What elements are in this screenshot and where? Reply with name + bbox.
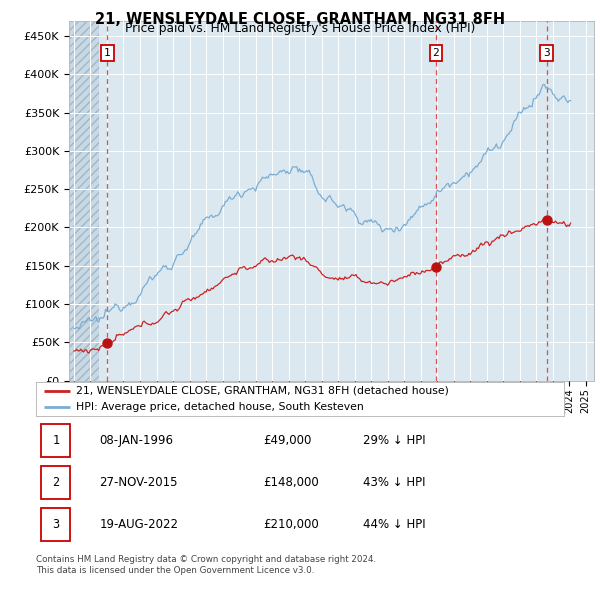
Text: Contains HM Land Registry data © Crown copyright and database right 2024.: Contains HM Land Registry data © Crown c… [36,555,376,563]
Text: 1: 1 [52,434,59,447]
Text: 19-AUG-2022: 19-AUG-2022 [100,517,178,530]
Text: 1: 1 [104,48,111,58]
Text: 21, WENSLEYDALE CLOSE, GRANTHAM, NG31 8FH (detached house): 21, WENSLEYDALE CLOSE, GRANTHAM, NG31 8F… [76,386,448,396]
Text: 2: 2 [52,476,59,489]
Text: 44% ↓ HPI: 44% ↓ HPI [364,517,426,530]
FancyBboxPatch shape [41,507,70,540]
Text: £148,000: £148,000 [263,476,319,489]
Text: 43% ↓ HPI: 43% ↓ HPI [364,476,426,489]
Text: 3: 3 [543,48,550,58]
Text: 08-JAN-1996: 08-JAN-1996 [100,434,173,447]
Text: 27-NOV-2015: 27-NOV-2015 [100,476,178,489]
Text: £210,000: £210,000 [263,517,319,530]
Text: 29% ↓ HPI: 29% ↓ HPI [364,434,426,447]
Text: Price paid vs. HM Land Registry's House Price Index (HPI): Price paid vs. HM Land Registry's House … [125,22,475,35]
Text: HPI: Average price, detached house, South Kesteven: HPI: Average price, detached house, Sout… [76,402,364,412]
FancyBboxPatch shape [41,466,70,499]
Text: £49,000: £49,000 [263,434,311,447]
Text: 2: 2 [433,48,439,58]
Text: This data is licensed under the Open Government Licence v3.0.: This data is licensed under the Open Gov… [36,566,314,575]
FancyBboxPatch shape [41,424,70,457]
Text: 3: 3 [52,517,59,530]
Text: 21, WENSLEYDALE CLOSE, GRANTHAM, NG31 8FH: 21, WENSLEYDALE CLOSE, GRANTHAM, NG31 8F… [95,12,505,27]
Bar [69,21,99,381]
